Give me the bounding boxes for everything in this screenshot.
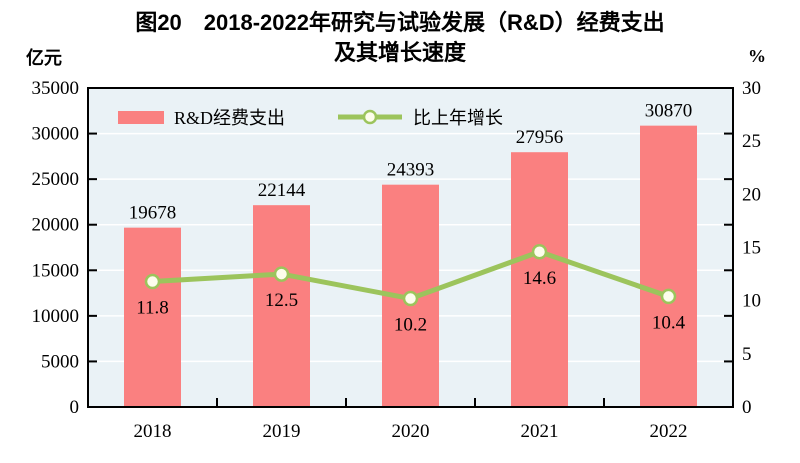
- bar-value-label: 30870: [645, 101, 693, 122]
- legend-item-bar: R&D经费支出: [118, 104, 285, 130]
- left-axis-tick-label: 10000: [32, 306, 80, 327]
- right-axis-tick-label: 15: [742, 238, 761, 259]
- bar-value-label: 22144: [258, 180, 306, 201]
- x-axis-label: 2021: [521, 421, 559, 442]
- chart-title-line1: 图20 2018-2022年研究与试验发展（R&D）经费支出: [135, 10, 665, 35]
- x-axis-label: 2020: [392, 421, 430, 442]
- bar-value-label: 19678: [129, 203, 177, 224]
- legend-label-bar: R&D经费支出: [174, 108, 286, 128]
- bar-2021: [511, 152, 568, 407]
- left-axis-tick-label: 15000: [32, 260, 80, 281]
- bar-value-label: 27956: [516, 127, 564, 148]
- right-axis-tick-label: 20: [742, 184, 761, 205]
- growth-value-label: 11.8: [136, 298, 169, 319]
- chart-title-line2: 及其增长速度: [333, 39, 466, 65]
- left-axis-tick-label: 5000: [41, 351, 79, 372]
- left-axis-tick-label: 20000: [32, 215, 80, 236]
- right-axis-tick-label: 0: [742, 397, 752, 418]
- left-axis-unit: 亿元: [26, 48, 62, 68]
- right-axis-tick-label: 30: [742, 78, 761, 99]
- growth-value-label: 14.6: [523, 268, 556, 289]
- right-axis-tick-label: 25: [742, 131, 761, 152]
- plot-border: [87, 87, 734, 408]
- legend-item-line: 比上年增长: [337, 104, 503, 130]
- left-axis-tick-label: 0: [70, 397, 80, 418]
- growth-marker: [531, 244, 548, 260]
- growth-value-label: 12.5: [265, 290, 298, 311]
- growth-marker: [273, 266, 290, 282]
- bar-value-label: 24393: [387, 160, 435, 181]
- chart-title: 图20 2018-2022年研究与试验发展（R&D）经费支出 及其增长速度: [0, 8, 800, 67]
- growth-marker: [660, 288, 677, 305]
- legend-label-line: 比上年增长: [413, 108, 504, 128]
- bar-swatch-icon: [118, 110, 164, 124]
- right-axis-tick-label: 5: [742, 344, 752, 365]
- right-axis-tick-label: 10: [742, 291, 761, 312]
- chart-legend: R&D经费支出 比上年增长: [118, 104, 503, 130]
- x-axis-label: 2019: [263, 421, 301, 442]
- growth-value-label: 10.2: [394, 315, 427, 336]
- bar-2018: [124, 227, 181, 407]
- x-axis-label: 2018: [134, 421, 172, 442]
- growth-marker: [144, 273, 161, 290]
- bar-2019: [253, 205, 310, 407]
- left-axis-tick-label: 30000: [32, 124, 80, 145]
- right-axis-unit: %: [748, 46, 766, 66]
- growth-value-label: 10.4: [652, 312, 686, 333]
- bar-2022: [640, 125, 697, 407]
- left-axis-tick-label: 35000: [32, 78, 80, 99]
- line-marker-icon: [338, 109, 403, 125]
- growth-marker: [402, 290, 419, 307]
- x-axis-label: 2022: [650, 421, 688, 442]
- left-axis-tick-label: 25000: [32, 169, 80, 190]
